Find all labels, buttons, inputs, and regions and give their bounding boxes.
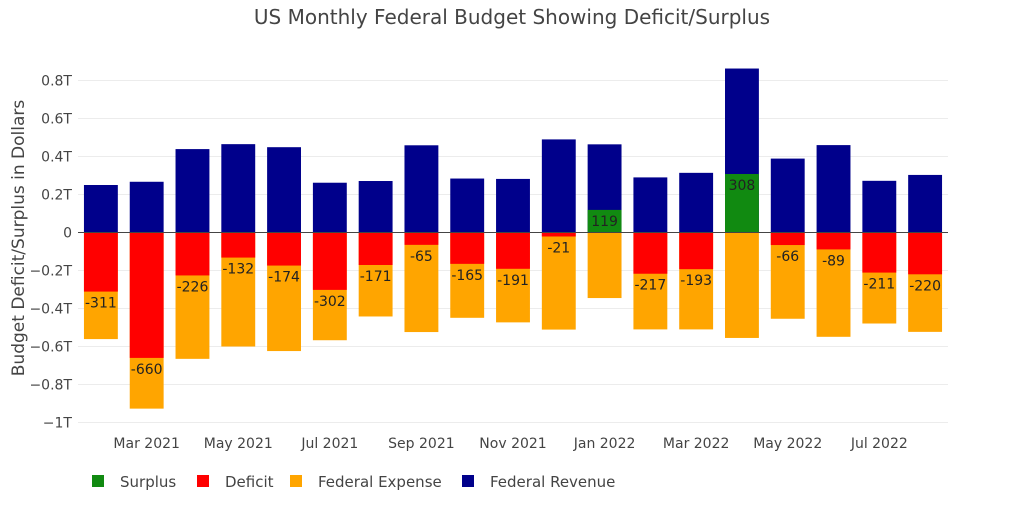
bar-deficit: [770, 232, 805, 246]
bar-deficit: [267, 232, 301, 266]
bar-federal-revenue: [862, 180, 897, 233]
data-label: -174: [268, 270, 300, 286]
bar-federal-revenue: [450, 178, 485, 233]
bar-federal-revenue: [404, 145, 439, 233]
legend: Surplus Deficit Federal Expense Federal Rev…: [92, 473, 615, 491]
data-label: -165: [451, 268, 483, 284]
bar-federal-expense: [541, 232, 576, 330]
y-tick-label: 0.2T: [41, 188, 72, 204]
bar-federal-revenue: [358, 181, 393, 233]
bar-federal-revenue: [633, 177, 668, 233]
bar-deficit: [496, 232, 530, 269]
y-tick-label: −0.4T: [29, 302, 72, 318]
bar-deficit: [908, 232, 943, 275]
bar-federal-revenue: [175, 149, 210, 233]
x-tick-label: Mar 2021: [113, 436, 180, 452]
bar-surplus: [587, 209, 622, 233]
bar-federal-revenue: [908, 174, 943, 233]
x-tick-label: Sep 2021: [388, 436, 454, 452]
y-axis-ticks: 0.8T 0.6T 0.4T 0.2T 0 −0.2T −0.4T −0.6T −0.8T −1T: [29, 74, 72, 432]
x-tick-label: May 2021: [204, 436, 273, 452]
bar-federal-revenue: [312, 182, 347, 233]
bar-deficit: [221, 232, 256, 258]
bar-deficit: [129, 232, 164, 358]
y-axis-label: Budget Deficit/Surplus in Dollars: [9, 100, 29, 377]
bar-deficit: [358, 232, 393, 265]
x-tick-label: Mar 2022: [663, 436, 730, 452]
bar-federal-revenue: [221, 144, 256, 233]
y-tick-label: 0.6T: [41, 112, 72, 128]
data-label: -171: [360, 269, 392, 285]
bar-federal-revenue: [770, 158, 805, 233]
chart-title: US Monthly Federal Budget Showing Defici…: [254, 5, 770, 29]
data-label: 308: [729, 178, 756, 194]
y-tick-label: −1T: [43, 416, 73, 432]
bar-deficit: [175, 232, 210, 276]
legend-swatch: [197, 475, 209, 487]
y-tick-label: 0.8T: [41, 74, 72, 90]
bar-deficit: [679, 232, 714, 270]
legend-label: Federal Expense: [318, 473, 442, 491]
data-label: -217: [634, 278, 666, 294]
data-label: -132: [222, 262, 254, 278]
bar-federal-revenue: [679, 172, 714, 233]
x-tick-label: Jul 2022: [850, 436, 908, 452]
bar-deficit: [541, 232, 576, 237]
legend-swatch: [290, 475, 302, 487]
data-label: -660: [131, 362, 163, 378]
x-tick-label: Jan 2022: [573, 436, 636, 452]
bar-federal-revenue: [541, 139, 576, 233]
data-label: -302: [314, 294, 346, 310]
legend-label: Surplus: [120, 473, 176, 491]
y-tick-label: 0.4T: [41, 150, 72, 166]
data-label: -65: [410, 249, 433, 265]
data-label: -211: [863, 277, 895, 293]
bar-deficit: [404, 232, 439, 245]
bar-surplus: [725, 173, 759, 233]
data-label: -220: [909, 278, 941, 294]
bar-federal-expense: [770, 232, 805, 319]
bar-federal-revenue: [129, 181, 164, 233]
legend-swatch: [462, 475, 474, 487]
data-labels-layer: -311 -660 -226 -132 -174 -302 -171 -65 -165 -191 -…: [85, 178, 941, 378]
bar-deficit: [816, 232, 851, 250]
bar-federal-revenue: [83, 185, 118, 233]
y-tick-label: −0.2T: [29, 264, 72, 280]
bar-federal-revenue: [496, 178, 530, 233]
legend-label: Deficit: [225, 473, 274, 491]
data-label: -191: [497, 273, 529, 289]
data-label: -89: [822, 253, 845, 269]
bar-deficit: [312, 232, 347, 290]
bar-federal-revenue: [816, 145, 851, 233]
data-label: 119: [591, 214, 618, 230]
data-label: -21: [547, 240, 570, 256]
data-label: -193: [680, 273, 712, 289]
bar-deficit: [450, 232, 485, 264]
bars-layer: [83, 68, 943, 409]
x-tick-label: Nov 2021: [479, 436, 546, 452]
data-label: -226: [177, 279, 209, 295]
y-tick-label: −0.8T: [29, 378, 72, 394]
bar-deficit: [862, 232, 897, 273]
bar-federal-expense: [725, 232, 759, 338]
bar-deficit: [633, 232, 668, 274]
x-axis-ticks: Mar 2021 May 2021 Jul 2021 Sep 2021 Nov 2021…: [113, 436, 907, 452]
y-tick-label: −0.6T: [29, 340, 72, 356]
y-tick-label: 0: [63, 226, 72, 242]
legend-swatch: [92, 475, 104, 487]
legend-label: Federal Revenue: [490, 473, 615, 491]
x-tick-label: Jul 2021: [300, 436, 358, 452]
data-label: -66: [776, 249, 799, 265]
bar-federal-expense: [816, 232, 851, 337]
bar-federal-expense: [404, 232, 439, 333]
bar-federal-expense: [587, 232, 622, 299]
x-tick-label: May 2022: [753, 436, 822, 452]
bar-federal-revenue: [267, 147, 301, 233]
bar-deficit: [83, 232, 118, 292]
data-label: -311: [85, 296, 117, 312]
